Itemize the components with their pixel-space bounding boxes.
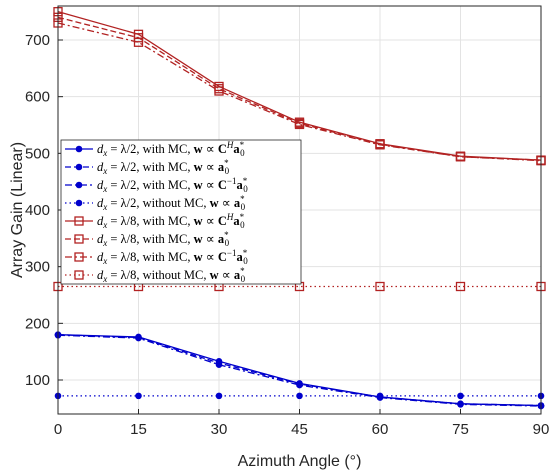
y-axis-label: Array Gain (Linear) [9,142,26,278]
y-tick-label: 200 [25,315,50,332]
x-tick-label: 30 [211,421,228,438]
legend: dx = λ/2, with MC, w ∝ CHa* 0dx = λ/2, wi… [60,139,302,285]
legend-entry: dx = λ/8, with MC, w ∝ a* 0 [65,230,230,248]
square-marker [375,140,385,150]
x-tick-label: 45 [291,421,308,438]
x-tick-label: 0 [54,421,62,438]
dot-marker [75,181,83,189]
legend-label: dx = λ/8, without MC, w ∝ a* 0 [97,266,246,284]
square-marker [214,86,224,96]
legend-entry: dx = λ/2, with MC, w ∝ CHa* 0 [65,140,245,158]
dot-marker [215,361,223,369]
dot-marker [376,392,384,400]
legend-box [60,139,302,285]
x-tick-label: 75 [452,421,469,438]
x-tick-label: 15 [130,421,147,438]
dot-marker [215,392,223,400]
x-axis-label: Azimuth Angle (°) [238,453,362,470]
square-marker [294,119,305,130]
dot-marker [135,392,142,400]
legend-label: dx = λ/2, without MC, w ∝ a* 0 [97,194,246,212]
legend-entry: dx = λ/2, with MC, w ∝ C−1a* 0 [65,176,248,194]
legend-entry: dx = λ/8, with MC, w ∝ C−1a* 0 [65,248,248,266]
square-marker [74,216,84,226]
tick-labels: 0 15 30 45 60 75 90 100 200 300 400 500 600 700 [25,32,549,438]
dot-marker [135,334,142,342]
square-marker [74,234,84,244]
square-marker [455,152,466,162]
legend-label: dx = λ/2, with MC, w ∝ C−1a* 0 [97,176,248,194]
series [54,392,545,400]
legend-label: dx = λ/8, with MC, w ∝ CHa* 0 [97,212,245,230]
dot-marker [75,199,83,207]
y-tick-label: 700 [25,32,50,49]
dot-marker [457,401,464,408]
y-tick-label: 400 [25,202,50,219]
dot-marker [296,392,303,400]
dot-marker [75,145,83,153]
legend-entry: dx = λ/2, with MC, w ∝ a* 0 [65,158,230,176]
legend-label: dx = λ/8, with MC, w ∝ C−1a* 0 [97,248,248,266]
square-marker [74,270,84,280]
legend-label: dx = λ/2, with MC, w ∝ a* 0 [97,158,230,176]
series [54,331,545,410]
square-marker [375,281,385,292]
legend-label: dx = λ/2, with MC, w ∝ CHa* 0 [97,140,245,158]
dot-marker [457,392,464,400]
square-marker [74,252,84,262]
x-tick-label: 90 [533,421,550,438]
y-tick-label: 100 [25,372,50,389]
legend-entry: dx = λ/8, with MC, w ∝ CHa* 0 [65,212,245,230]
dot-marker [75,163,83,171]
legend-entry: dx = λ/2, without MC, w ∝ a* 0 [65,194,246,212]
y-tick-label: 300 [25,259,50,276]
square-marker [133,37,144,47]
square-marker [455,281,466,292]
y-tick-label: 600 [25,89,50,106]
legend-entry: dx = λ/8, without MC, w ∝ a* 0 [65,266,246,284]
series-group [53,7,546,410]
dot-marker [296,381,303,389]
x-tick-label: 60 [372,421,389,438]
y-tick-label: 500 [25,145,50,162]
legend-label: dx = λ/8, with MC, w ∝ a* 0 [97,230,230,248]
